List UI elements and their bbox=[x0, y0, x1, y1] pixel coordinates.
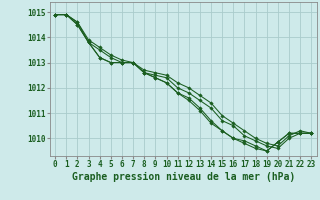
X-axis label: Graphe pression niveau de la mer (hPa): Graphe pression niveau de la mer (hPa) bbox=[72, 172, 295, 182]
